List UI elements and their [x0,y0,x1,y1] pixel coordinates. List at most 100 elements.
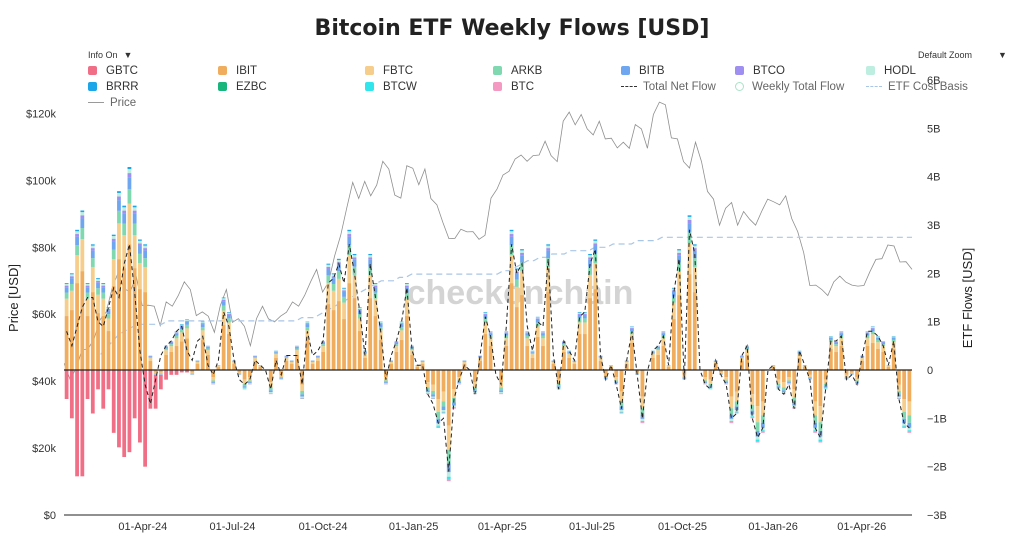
bar-segment-ibit [195,364,200,370]
legend-item-ibit[interactable]: IBIT [218,64,257,78]
bar-segment-ibit [90,292,95,370]
bar-segment-ibit [504,346,509,370]
bar-segment-brrr [127,167,132,170]
bar-segment-ibit [206,355,210,370]
legend-item-gbtc[interactable]: GBTC [88,64,138,78]
bar-segment-ibit [75,283,79,370]
bar-segment-bitb [598,356,603,358]
bar-segment-arkb [828,339,833,343]
bar-segment-btco [483,313,488,315]
bar-segment-arkb [206,348,210,351]
bar-segment-fbtc [891,342,896,350]
bar-segment-btcw [431,397,435,399]
bar-segment-arkb [630,331,634,335]
bar-segment-ibit [724,370,729,378]
bar-segment-fbtc [687,243,692,275]
bar-segment-btco [227,313,231,315]
bar-segment-fbtc [886,366,891,368]
bar-segment-hodl [855,383,859,384]
bar-segment-hodl [818,436,823,440]
bar-segment-fbtc [253,358,257,362]
bar-segment-ibit [603,370,608,375]
legend-item-btc[interactable]: BTC [493,80,534,94]
bar-segment-arkb [897,390,901,395]
bar-segment-bitb [509,236,514,246]
bar-segment-hodl [321,341,325,342]
bar-segment-ibit [666,367,671,370]
bar-segment-arkb [336,271,341,279]
bar-segment-brrr [546,244,551,246]
legend-item-weekly-total-flow[interactable]: Weekly Total Flow [735,80,844,94]
bar-segment-brrr [331,273,336,275]
legend-item-ezbc[interactable]: EZBC [218,80,267,94]
bar-segment-ibit [682,370,687,375]
bar-segment-arkb [368,266,373,275]
y-right-tick: 3B [927,220,940,232]
bar-segment-brrr [101,283,106,284]
legend-item-fbtc[interactable]: FBTC [365,64,413,78]
bar-segment-bitb [242,386,247,388]
bar-segment-hodl [614,383,619,384]
bar-segment-btco [399,323,404,325]
legend-swatch [493,66,502,75]
legend-item-total-net-flow[interactable]: Total Net Flow [621,80,716,94]
bar-segment-bitb [703,382,708,384]
legend-label: BRRR [106,81,139,93]
legend-item-bitb[interactable]: BITB [621,64,665,78]
bar-segment-btco [514,271,519,274]
bar-segment-ibit [755,370,760,407]
bar-segment-hodl [897,396,901,398]
bar-segment-hodl [488,331,493,333]
bar-segment-brrr [69,273,74,275]
legend-item-price[interactable]: Price [88,96,136,110]
bar-segment-ibit [551,364,556,370]
bar-segment-ibit [703,370,708,378]
bar-segment-btco [326,266,331,269]
bar-segment-bitb [305,324,310,327]
bar-segment-hodl [169,341,174,342]
zoom-select[interactable]: Default Zoom [918,50,972,60]
legend-label: HODL [884,65,916,77]
bar-segment-arkb [635,373,640,375]
bar-segment-btco [64,285,69,288]
legend-item-btco[interactable]: BTCO [735,64,785,78]
bar-segment-fbtc [200,330,205,341]
bar-segment-ibit [326,304,331,370]
x-tick: 01-Apr-25 [478,521,527,533]
bar-segment-fbtc [64,298,69,317]
bar-segment-bitb [446,463,451,473]
legend-swatch [493,82,502,91]
bar-segment-ibit [771,367,776,370]
legend-swatch [866,66,875,75]
bar-segment-arkb [556,383,561,387]
bar-segment-bitb [195,360,200,362]
bar-segment-bitb [755,430,760,437]
info-toggle-label: Info On [88,50,118,60]
bar-segment-bitb [132,213,137,224]
bar-segment-btco [677,252,681,256]
bar-segment-bitb [384,382,388,384]
bar-segment-btc [729,422,734,424]
bar-segment-btco [692,248,697,251]
bar-segment-bitb [834,342,838,345]
legend-item-btcw[interactable]: BTCW [365,80,417,94]
bar-segment-ibit [787,370,791,378]
legend-item-brrr[interactable]: BRRR [88,80,139,94]
bar-segment-hodl [242,387,247,389]
bar-segment-btc [452,407,456,409]
bar-segment-ibit [792,370,797,390]
bar-segment-bitb [221,301,226,306]
legend-item-etf-cost-basis[interactable]: ETF Cost Basis [866,80,968,94]
legend-item-hodl[interactable]: HODL [866,64,916,78]
bar-segment-bitb [378,324,383,327]
bar-segment-hodl [750,414,755,417]
bar-segment-fbtc [839,338,844,347]
bar-segment-bitb [745,347,749,349]
bar-segment-arkb [640,408,645,415]
info-toggle[interactable]: Info On ▼ [88,50,132,60]
legend-item-arkb[interactable]: ARKB [493,64,542,78]
bar-segment-gbtc [169,370,174,375]
legend-swatch [88,102,104,103]
chevron-down-icon[interactable]: ▼ [998,50,1007,60]
bar-segment-gbtc [75,370,79,477]
